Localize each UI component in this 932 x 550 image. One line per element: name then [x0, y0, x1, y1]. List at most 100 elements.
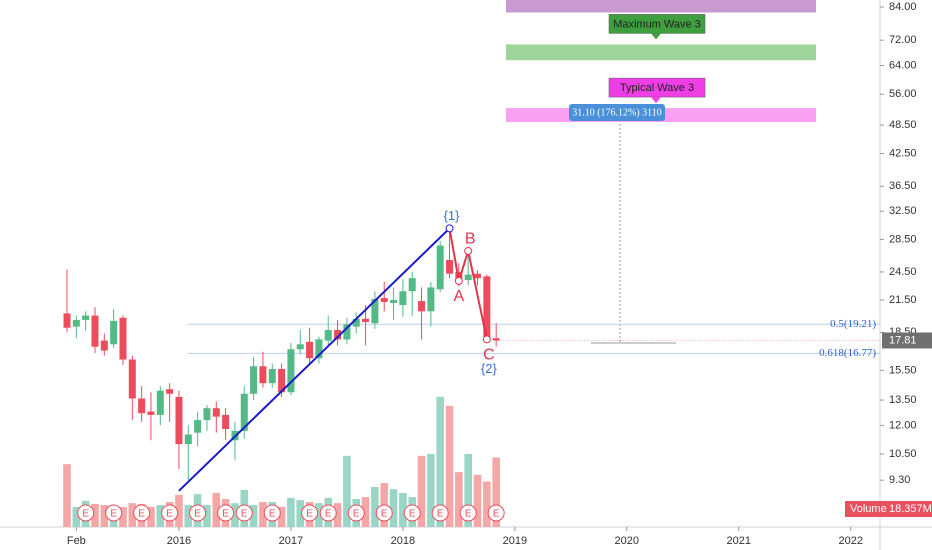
wave-label: C: [483, 347, 495, 364]
candle-body: [268, 368, 276, 384]
candle-body: [427, 287, 435, 312]
zone-label: Typical Wave 3: [620, 82, 694, 94]
volume-bar: [231, 503, 239, 527]
candle-body: [175, 396, 183, 445]
earnings-label: E: [222, 509, 229, 520]
y-tick-label: 12.00: [889, 419, 917, 431]
y-tick-label: 48.50: [889, 119, 917, 131]
wave-segment: [178, 227, 451, 492]
earnings-label: E: [493, 509, 500, 520]
candle-body: [408, 278, 416, 292]
y-tick-label: 72.00: [889, 34, 917, 46]
y-tick-label: 13.50: [889, 394, 917, 406]
candle-body: [371, 299, 379, 324]
y-tick-label: 28.50: [889, 233, 917, 245]
candle-body: [474, 273, 482, 279]
volume-bar: [203, 505, 211, 527]
candle-body: [362, 318, 370, 323]
earnings-label: E: [194, 509, 201, 520]
candle-body: [82, 315, 90, 320]
volume-bar: [72, 506, 81, 527]
earnings-label: E: [465, 509, 472, 520]
y-tick-label: 9.30: [889, 474, 910, 486]
earnings-label: E: [241, 509, 248, 520]
volume-bar: [399, 492, 407, 527]
measure-box: [569, 104, 665, 121]
wave-label: B: [465, 230, 476, 247]
y-tick-label: 24.50: [889, 266, 917, 278]
wave-point: [482, 335, 491, 344]
volume-bar: [91, 503, 99, 527]
volume-last: 18.357M: [889, 503, 932, 515]
wave-label: {1}: [444, 208, 461, 223]
earnings-badge: [235, 504, 253, 522]
y-tick-label: 36.50: [889, 180, 917, 192]
volume-bar: [492, 457, 500, 527]
volume-bar: [455, 472, 463, 527]
wave-label: {2}: [481, 361, 498, 376]
earnings-badge: [301, 504, 319, 522]
volume-bar: [184, 505, 193, 527]
candle-body: [315, 339, 323, 359]
earnings-badge: [105, 504, 123, 522]
candle-body: [483, 276, 491, 338]
volume-bar: [427, 453, 435, 527]
candle-body: [418, 301, 426, 312]
earnings-label: E: [381, 509, 388, 520]
earnings-badge: [263, 504, 281, 522]
zone-label-arrow: [651, 33, 661, 40]
volume-bar: [315, 503, 323, 527]
earnings-badge: [319, 504, 337, 522]
candle-body: [492, 338, 500, 341]
x-tick-label: 2022: [838, 535, 862, 547]
x-tick-label: 2019: [503, 535, 527, 547]
volume-bar: [100, 505, 109, 527]
volume-bar: [277, 506, 286, 527]
candle-body: [119, 317, 127, 360]
earnings-badge: [161, 504, 179, 522]
earnings-label: E: [82, 509, 89, 520]
measure-label: 31.10 (176.12%) 3110: [572, 107, 662, 118]
fib-label: 0.618(16.77): [819, 347, 876, 359]
volume-bar: [343, 455, 351, 527]
earnings-badge: [459, 504, 477, 522]
volume-bar: [436, 396, 444, 527]
candle-body: [138, 398, 146, 414]
volume-bar: [473, 474, 482, 527]
wave-point: [464, 247, 473, 256]
candle-body: [212, 408, 220, 417]
candle-body: [352, 318, 360, 327]
candle-body: [184, 434, 192, 445]
volume-bar: [445, 405, 454, 527]
projection-zone: [506, 44, 816, 61]
candle-body: [390, 300, 398, 304]
candle-body: [380, 298, 388, 303]
earnings-badge: [487, 504, 505, 522]
earnings-badge: [403, 504, 421, 522]
price-label: 17.81: [889, 334, 917, 346]
earnings-label: E: [409, 509, 416, 520]
candle-body: [287, 349, 295, 393]
volume-bar: [361, 497, 370, 527]
candle-body: [334, 330, 342, 340]
wave-segment: [457, 250, 470, 282]
candle-body: [278, 368, 286, 393]
volume-bar: [464, 453, 472, 527]
x-tick-label: 2021: [727, 535, 751, 547]
volume-bar: [333, 503, 342, 527]
projection-zone: [506, 0, 816, 13]
earnings-badge: [375, 504, 393, 522]
volume-bar: [147, 506, 155, 527]
earnings-label: E: [437, 509, 444, 520]
y-tick-label: 84.00: [889, 1, 917, 13]
candle-body: [100, 340, 108, 351]
candle-body: [63, 313, 71, 328]
candle-body: [240, 393, 248, 431]
earnings-label: E: [166, 509, 173, 520]
candle-body: [296, 344, 304, 350]
x-tick-label: 2018: [391, 535, 415, 547]
x-tick-label: 2020: [615, 535, 639, 547]
candle-body: [72, 319, 80, 327]
volume-name: Volume: [850, 503, 887, 515]
